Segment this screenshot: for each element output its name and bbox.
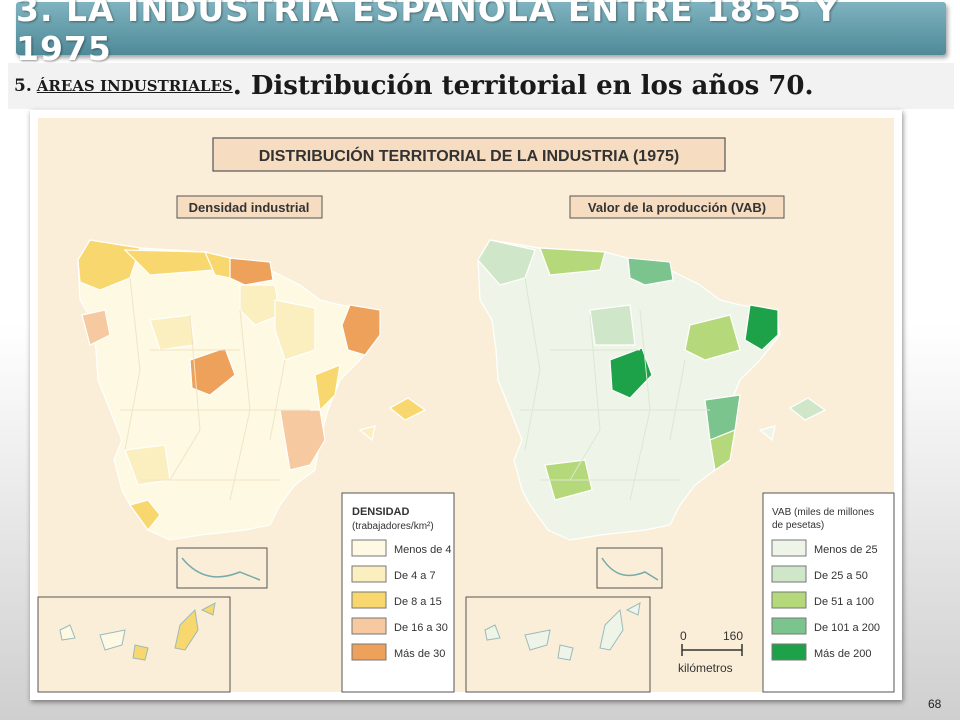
baleares-vab bbox=[788, 397, 827, 421]
barcelona-region bbox=[341, 304, 381, 356]
basque-vab bbox=[627, 257, 674, 286]
galicia-vab bbox=[477, 239, 536, 286]
vab-legend-swatch bbox=[771, 565, 807, 583]
density-legend-swatch bbox=[351, 591, 387, 609]
density-legend-items: Menos de 4 De 4 a 7 De 8 a 15 De 16 a 30 Más… bbox=[351, 539, 451, 661]
density-legend: DENSIDAD (trabajadores/km²) Menos de 4 De… bbox=[341, 492, 455, 693]
navarra-region bbox=[239, 284, 281, 326]
density-legend-swatch bbox=[351, 565, 387, 583]
scale-unit: kilómetros bbox=[678, 661, 733, 675]
scale-zero: 0 bbox=[680, 629, 687, 643]
barcelona-vab bbox=[744, 304, 779, 351]
right-panel-label-box: Valor de la producción (VAB) bbox=[569, 195, 785, 219]
cadiz-region bbox=[129, 499, 161, 531]
vab-inset-canarias bbox=[465, 596, 651, 693]
slide-title: 3. LA INDUSTRIA ESPAÑOLA ENTRE 1855 Y 19… bbox=[16, 0, 840, 68]
density-legend-label: Menos de 4 bbox=[394, 544, 451, 556]
density-legend-label: Más de 30 bbox=[394, 648, 445, 660]
vab-legend-label: Menos de 25 bbox=[814, 544, 878, 556]
castellon-region bbox=[314, 364, 341, 412]
density-legend-swatch bbox=[351, 643, 387, 661]
vab-legend-unit: de pesetas) bbox=[772, 520, 824, 531]
density-legend-title: DENSIDAD bbox=[352, 506, 410, 518]
left-panel-label-box: Densidad industrial bbox=[176, 195, 323, 219]
map-svg: DISTRIBUCIÓN TERRITORIAL DE LA INDUSTRIA… bbox=[37, 118, 895, 693]
density-legend-swatch bbox=[351, 617, 387, 635]
subtitle-number: 5. bbox=[14, 76, 32, 96]
vab-legend-swatch bbox=[771, 539, 807, 557]
page-number: 68 bbox=[928, 697, 942, 711]
density-inset-canarias bbox=[37, 596, 231, 693]
subtitle-text: . Distribución territorial en los años 7… bbox=[232, 71, 814, 101]
density-legend-label: De 8 a 15 bbox=[394, 596, 442, 608]
density-inset-north-africa bbox=[176, 547, 268, 589]
slide-title-bar: 3. LA INDUSTRIA ESPAÑOLA ENTRE 1855 Y 19… bbox=[16, 0, 946, 68]
vab-legend-label: De 51 a 100 bbox=[814, 596, 874, 608]
zaragoza-vab bbox=[684, 314, 741, 361]
map-title-box: DISTRIBUCIÓN TERRITORIAL DE LA INDUSTRIA… bbox=[212, 137, 726, 172]
subtitle-heading: ÁREAS INDUSTRIALES bbox=[36, 77, 233, 95]
pontevedra-region bbox=[81, 309, 111, 346]
density-legend-swatch bbox=[351, 539, 387, 557]
vab-legend-label: Más de 200 bbox=[814, 648, 871, 660]
vab-legend: VAB (miles de millones de pesetas) Menos… bbox=[762, 492, 895, 693]
vab-legend-items: Menos de 25 De 25 a 50 De 51 a 100 De 101 a… bbox=[771, 539, 880, 661]
vab-map bbox=[477, 239, 827, 541]
alicante-vab bbox=[709, 429, 736, 472]
menorca-vab bbox=[758, 425, 776, 442]
vab-legend-swatch bbox=[771, 591, 807, 609]
aragon-region bbox=[274, 299, 316, 361]
density-legend-label: De 4 a 7 bbox=[394, 570, 436, 582]
map-title: DISTRIBUCIÓN TERRITORIAL DE LA INDUSTRIA… bbox=[259, 146, 679, 165]
scale-max: 160 bbox=[723, 629, 743, 643]
burgos-vab bbox=[589, 304, 636, 346]
baleares-density bbox=[388, 397, 427, 421]
left-panel-label: Densidad industrial bbox=[189, 200, 310, 215]
density-map bbox=[77, 239, 427, 541]
cantabria-region bbox=[203, 251, 231, 279]
valencia-region bbox=[279, 409, 326, 471]
right-panel-label: Valor de la producción (VAB) bbox=[588, 200, 766, 215]
slide-subtitle: 5. ÁREAS INDUSTRIALES . Distribución ter… bbox=[8, 63, 954, 109]
vab-legend-label: De 25 a 50 bbox=[814, 570, 868, 582]
density-legend-unit: (trabajadores/km²) bbox=[352, 521, 434, 532]
menorca-density bbox=[358, 425, 376, 442]
vab-legend-swatch bbox=[771, 643, 807, 661]
vab-inset-north-africa bbox=[596, 547, 663, 589]
vab-legend-title: VAB (miles de millones bbox=[772, 507, 874, 518]
density-legend-label: De 16 a 30 bbox=[394, 622, 448, 634]
vab-legend-swatch bbox=[771, 617, 807, 635]
asturias-vab bbox=[539, 247, 606, 276]
scale-bar: 0 160 kilómetros bbox=[678, 629, 743, 675]
valladolid-region bbox=[149, 314, 196, 351]
map-figure: DISTRIBUCIÓN TERRITORIAL DE LA INDUSTRIA… bbox=[30, 110, 902, 700]
vab-legend-label: De 101 a 200 bbox=[814, 622, 880, 634]
